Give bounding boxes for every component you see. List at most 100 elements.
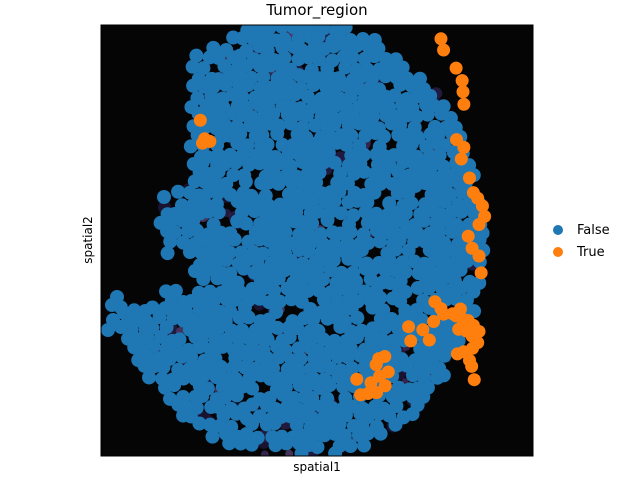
spot-false xyxy=(234,108,249,123)
spot-true xyxy=(422,333,436,347)
spot-false xyxy=(171,184,186,199)
spot-false xyxy=(294,446,309,456)
spot-true xyxy=(193,113,207,127)
spot-true xyxy=(416,323,430,337)
spot-false xyxy=(409,89,424,104)
spot-false xyxy=(267,283,282,298)
spot-false xyxy=(295,271,310,286)
spot-false xyxy=(229,406,244,421)
spot-false xyxy=(156,360,171,375)
spot-true xyxy=(370,386,384,400)
spot-false xyxy=(306,312,321,327)
spot-false xyxy=(345,361,360,376)
spot-false xyxy=(266,361,281,376)
spot-false xyxy=(373,290,388,305)
spot-false xyxy=(189,48,204,63)
spot-false xyxy=(245,381,260,396)
legend-label-false: False xyxy=(577,222,610,238)
spot-false xyxy=(405,368,420,383)
spot-false xyxy=(271,271,286,286)
spot-false xyxy=(382,253,397,268)
spot-false xyxy=(229,388,244,403)
spot-false xyxy=(117,306,131,320)
spot-false xyxy=(334,206,349,221)
spot-false xyxy=(310,204,325,219)
spot-true xyxy=(472,218,486,232)
spot-false xyxy=(295,155,310,170)
spot-false xyxy=(192,340,207,355)
spot-false xyxy=(367,49,382,64)
spot-true xyxy=(402,320,416,334)
spot-false xyxy=(276,387,291,402)
spot-false xyxy=(328,446,343,456)
spot-true xyxy=(196,136,210,150)
spot-false xyxy=(185,59,200,74)
spot-false xyxy=(283,116,298,131)
spot-false xyxy=(330,349,345,364)
spot-false xyxy=(404,79,419,94)
spot-false xyxy=(193,258,207,272)
spot-false xyxy=(360,426,375,441)
spot-false xyxy=(228,155,243,170)
spot-false xyxy=(241,78,256,93)
spot-false xyxy=(257,205,272,220)
spot-false xyxy=(390,186,405,201)
legend-label-true: True xyxy=(577,244,605,260)
spot-false xyxy=(279,436,294,451)
x-axis-label: spatial1 xyxy=(293,460,341,474)
spot-false xyxy=(241,234,256,249)
spot-false xyxy=(233,436,248,451)
spot-true xyxy=(475,199,489,213)
spot-false xyxy=(203,322,217,336)
spot-false xyxy=(194,234,209,249)
spot-false xyxy=(454,204,469,219)
spot-false xyxy=(301,244,316,259)
spot-true xyxy=(437,43,451,57)
spot-false xyxy=(338,60,353,75)
spot-false xyxy=(367,185,382,200)
spot-false xyxy=(237,360,252,375)
spot-false xyxy=(219,176,234,191)
spot-false xyxy=(337,428,352,443)
spot-false xyxy=(152,310,167,325)
spot-false xyxy=(197,368,212,383)
spot-false xyxy=(389,399,404,414)
spot-false xyxy=(300,283,315,298)
spot-false xyxy=(349,38,364,53)
spot-false xyxy=(360,99,375,114)
spot-false xyxy=(227,232,242,247)
spot-false xyxy=(416,213,431,228)
spot-false xyxy=(260,332,275,347)
spot-false xyxy=(271,176,286,191)
spot-false xyxy=(252,58,267,73)
spot-false xyxy=(239,216,254,231)
spot-false xyxy=(384,59,399,74)
spot-false xyxy=(357,438,372,453)
spot-false xyxy=(243,118,258,133)
spot-false xyxy=(142,370,157,385)
spot-false xyxy=(306,78,321,93)
legend-marker-false xyxy=(553,225,563,235)
spot-false xyxy=(256,69,271,84)
spot-true xyxy=(427,315,441,329)
spot-false xyxy=(211,205,226,220)
spot-true xyxy=(378,379,392,393)
spot-false xyxy=(453,281,468,296)
spot-false xyxy=(105,298,119,312)
spot-false xyxy=(396,174,411,189)
spot-false xyxy=(245,281,260,296)
spot-false xyxy=(192,416,207,431)
spot-true xyxy=(369,358,383,372)
spot-false xyxy=(267,244,282,259)
spot-false xyxy=(227,292,242,307)
spot-false xyxy=(316,332,331,347)
spot-false xyxy=(219,252,234,267)
spot-false xyxy=(184,349,199,364)
spot-false xyxy=(378,320,393,335)
spot-false xyxy=(308,118,323,133)
y-axis-label: spatial2 xyxy=(81,216,95,264)
legend-marker-true xyxy=(553,247,563,257)
spot-false xyxy=(238,174,253,189)
spot-false xyxy=(437,194,452,209)
spot-false xyxy=(341,118,356,133)
